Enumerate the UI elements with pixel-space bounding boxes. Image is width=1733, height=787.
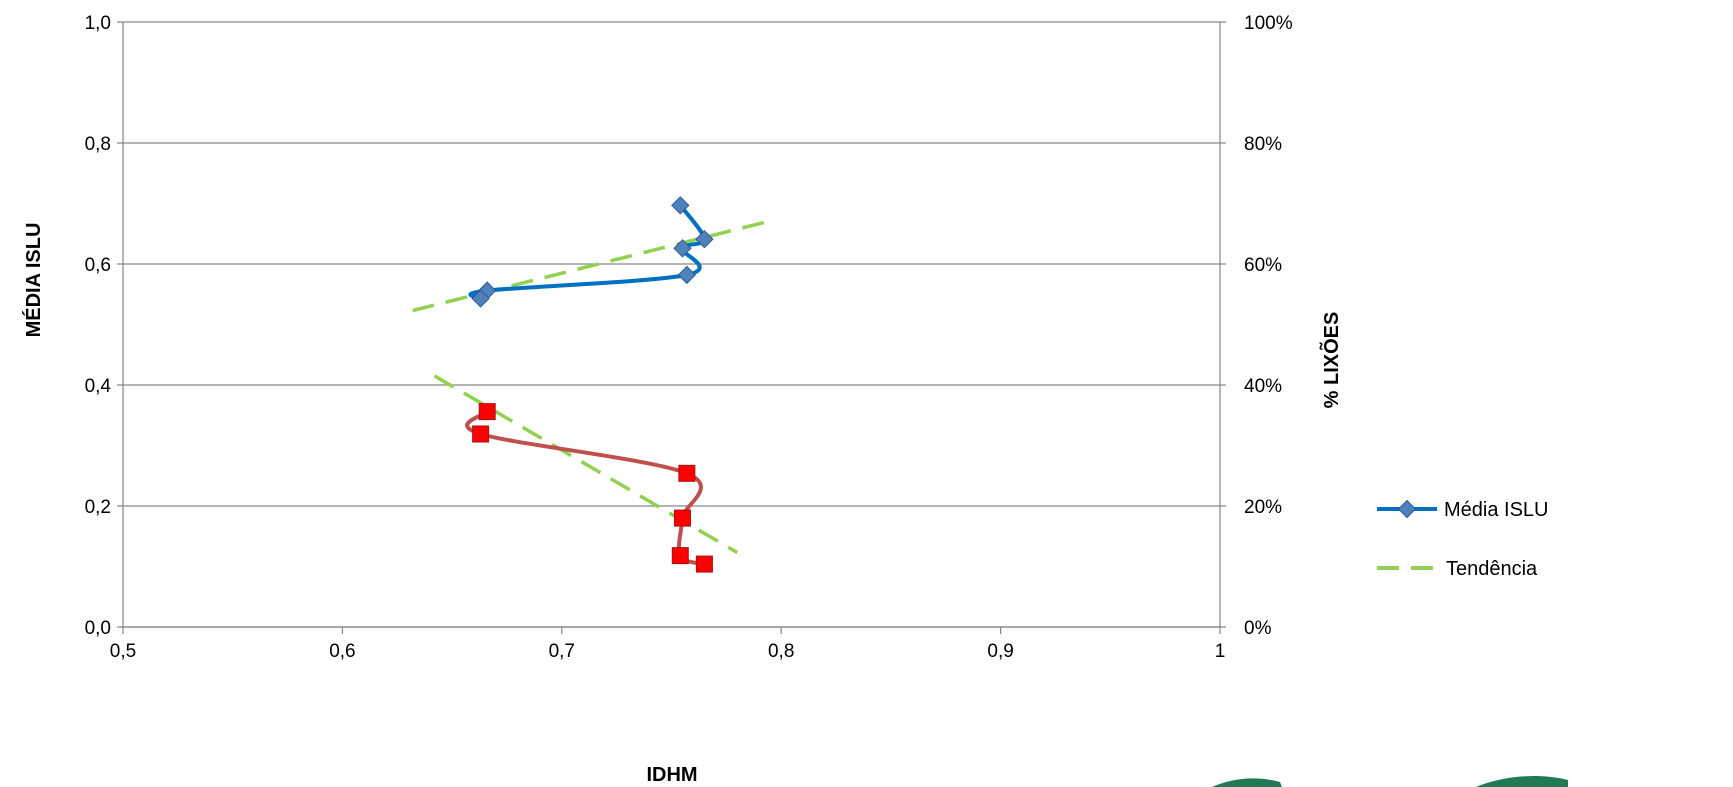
x-tick-label: 0,5: [110, 641, 136, 662]
legend-item-media-islu: Média ISLU: [1377, 499, 1549, 521]
x-tick-label: 0,7: [549, 641, 575, 662]
y2-tick-label: 100%: [1244, 13, 1293, 34]
data-point-lixoes: [673, 509, 691, 527]
y-tick-label: 0,8: [85, 134, 111, 155]
trend-lines: [412, 218, 776, 555]
data-point-media-islu: [673, 239, 692, 258]
x-tick-label: 0,8: [768, 641, 794, 662]
data-point-media-islu: [695, 230, 714, 249]
data-point-media-islu: [671, 196, 690, 215]
y-tick-label: 1,0: [85, 13, 111, 34]
legend: Média ISLU Tendência: [1377, 499, 1549, 580]
y2-tick-label: 60%: [1244, 255, 1282, 276]
series-line-lixoes: [465, 410, 706, 567]
y2-tick-label: 0%: [1244, 618, 1272, 639]
data-point-lixoes: [671, 547, 689, 565]
logo-shape-left: [1212, 778, 1282, 787]
data-point-lixoes: [478, 403, 496, 421]
y2-tick-label: 20%: [1244, 497, 1282, 518]
legend-label-tendencia: Tendência: [1446, 558, 1538, 580]
y2-tick-label: 80%: [1244, 134, 1282, 155]
trend-line-lixoes: [433, 374, 739, 555]
trend-line-islu: [412, 218, 776, 313]
y-tick-label: 0,4: [85, 376, 112, 397]
data-series: [465, 196, 714, 573]
logo-shape-right: [1476, 776, 1568, 787]
data-point-lixoes: [695, 555, 713, 573]
x-tick-label: 0,6: [329, 641, 355, 662]
gridlines: [123, 21, 1220, 628]
axes: [117, 21, 1226, 634]
data-point-media-islu: [471, 289, 490, 308]
y-axis-title: MÉDIA ISLU: [22, 223, 45, 338]
y-tick-label: 0,0: [85, 618, 111, 639]
y2-tick-label: 40%: [1244, 376, 1282, 397]
tick-labels: 0,0 0% 0,2 20% 0,4 40% 0,6 60% 0,8 80% 1,0 100% 0,5 0…: [85, 13, 1293, 662]
series-line-media-islu: [468, 204, 707, 301]
y-tick-label: 0,6: [85, 255, 111, 276]
y2-axis-title: % LIXÕES: [1319, 312, 1343, 409]
data-point-lixoes: [472, 425, 490, 443]
x-axis-title: IDHM: [646, 764, 697, 786]
bottom-right-logo: [1212, 776, 1568, 787]
legend-item-tendencia: Tendência: [1377, 558, 1538, 580]
legend-label-media-islu: Média ISLU: [1444, 499, 1549, 521]
x-tick-label: 0,9: [987, 641, 1013, 662]
legend-marker-media-islu: [1397, 499, 1417, 519]
y-tick-label: 0,2: [85, 497, 111, 518]
x-tick-label: 1: [1215, 641, 1226, 662]
data-point-media-islu: [677, 265, 697, 285]
data-point-lixoes: [678, 464, 696, 482]
